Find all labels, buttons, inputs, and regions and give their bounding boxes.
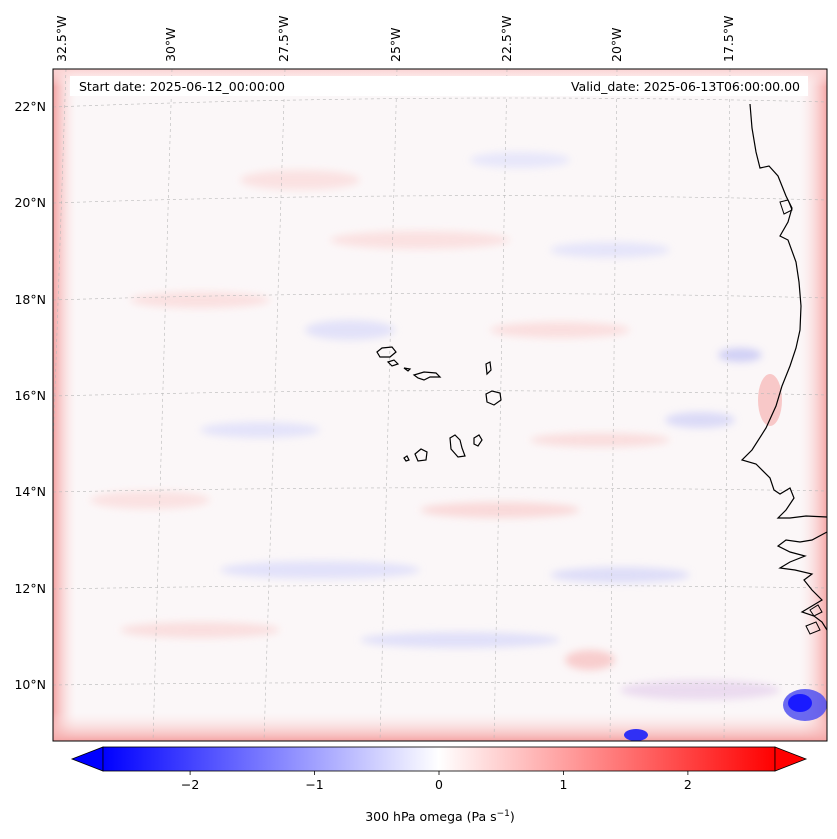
colorbar-ticks: −2 −1 0 1 2: [181, 771, 692, 792]
latitude-labels: 22°N 20°N 18°N 16°N 14°N 12°N 10°N: [14, 99, 46, 692]
coastline-guinea-bissau: [776, 531, 827, 631]
cape-verde-islands: [376, 346, 502, 462]
colorbar-tick-label: −1: [305, 777, 323, 792]
island-santiago: [449, 434, 466, 458]
boundary-band-east: [799, 69, 827, 741]
colorbar-extend-max: [774, 746, 808, 772]
island-santa-luzia: [403, 367, 412, 372]
omega-field: [53, 69, 827, 741]
lon-label: 27.5°W: [276, 16, 291, 62]
island-santo-antao: [376, 346, 397, 358]
island-brava: [403, 455, 410, 462]
colorbar-tick-label: 0: [435, 777, 443, 792]
start-date-label: Start date: 2025-06-12_00:00:00: [79, 79, 285, 94]
colorbar-tick-label: 2: [684, 777, 692, 792]
island-boa-vista: [485, 390, 502, 406]
boundary-band-south: [53, 712, 827, 741]
colorbar-label: 300 hPa omega (Pa s−1): [365, 809, 515, 824]
lat-label: 22°N: [14, 99, 46, 114]
island-sal: [485, 361, 492, 376]
island-bijagos-1: [809, 604, 823, 617]
lon-label: 25°W: [388, 27, 403, 62]
map-frame: [52, 68, 828, 742]
field-streaks: [90, 152, 780, 700]
island-sao-nicolau: [412, 371, 442, 381]
colorbar-tick-label: −2: [181, 777, 199, 792]
valid-date-label: Valid_date: 2025-06-13T06:00:00.00: [571, 79, 800, 94]
island-sao-vicente: [386, 359, 400, 367]
lon-label: 30°W: [163, 27, 178, 62]
lat-label: 16°N: [14, 388, 46, 403]
lat-label: 18°N: [14, 292, 46, 307]
date-banner: [70, 76, 808, 96]
lon-label: 22.5°W: [499, 16, 514, 62]
lat-label: 14°N: [14, 484, 46, 499]
colorbar-extend-min: [70, 746, 104, 772]
strong-ascent-core: [788, 694, 812, 712]
boundary-ascent-feature: [624, 729, 648, 741]
colorbar: −2 −1 0 1 2 300 hPa omega (Pa s−1): [70, 746, 808, 824]
coast-islet: [779, 199, 793, 215]
island-fogo: [414, 448, 428, 462]
island-bijagos-2: [805, 621, 821, 635]
colorbar-ramp: [102, 746, 776, 772]
lon-label: 17.5°W: [721, 16, 736, 62]
island-maio: [473, 434, 483, 447]
lat-label: 12°N: [14, 581, 46, 596]
lon-label: 32.5°W: [54, 16, 69, 62]
lat-label: 10°N: [14, 677, 46, 692]
boundary-band-west: [53, 69, 77, 741]
graticule: [53, 69, 827, 741]
coastline-africa: [740, 103, 827, 519]
longitude-labels: 32.5°W 30°W 27.5°W 25°W 22.5°W 20°W 17.5…: [54, 16, 736, 62]
colorbar-tick-label: 1: [559, 777, 567, 792]
lon-label: 20°W: [609, 27, 624, 62]
lat-label: 20°N: [14, 195, 46, 210]
